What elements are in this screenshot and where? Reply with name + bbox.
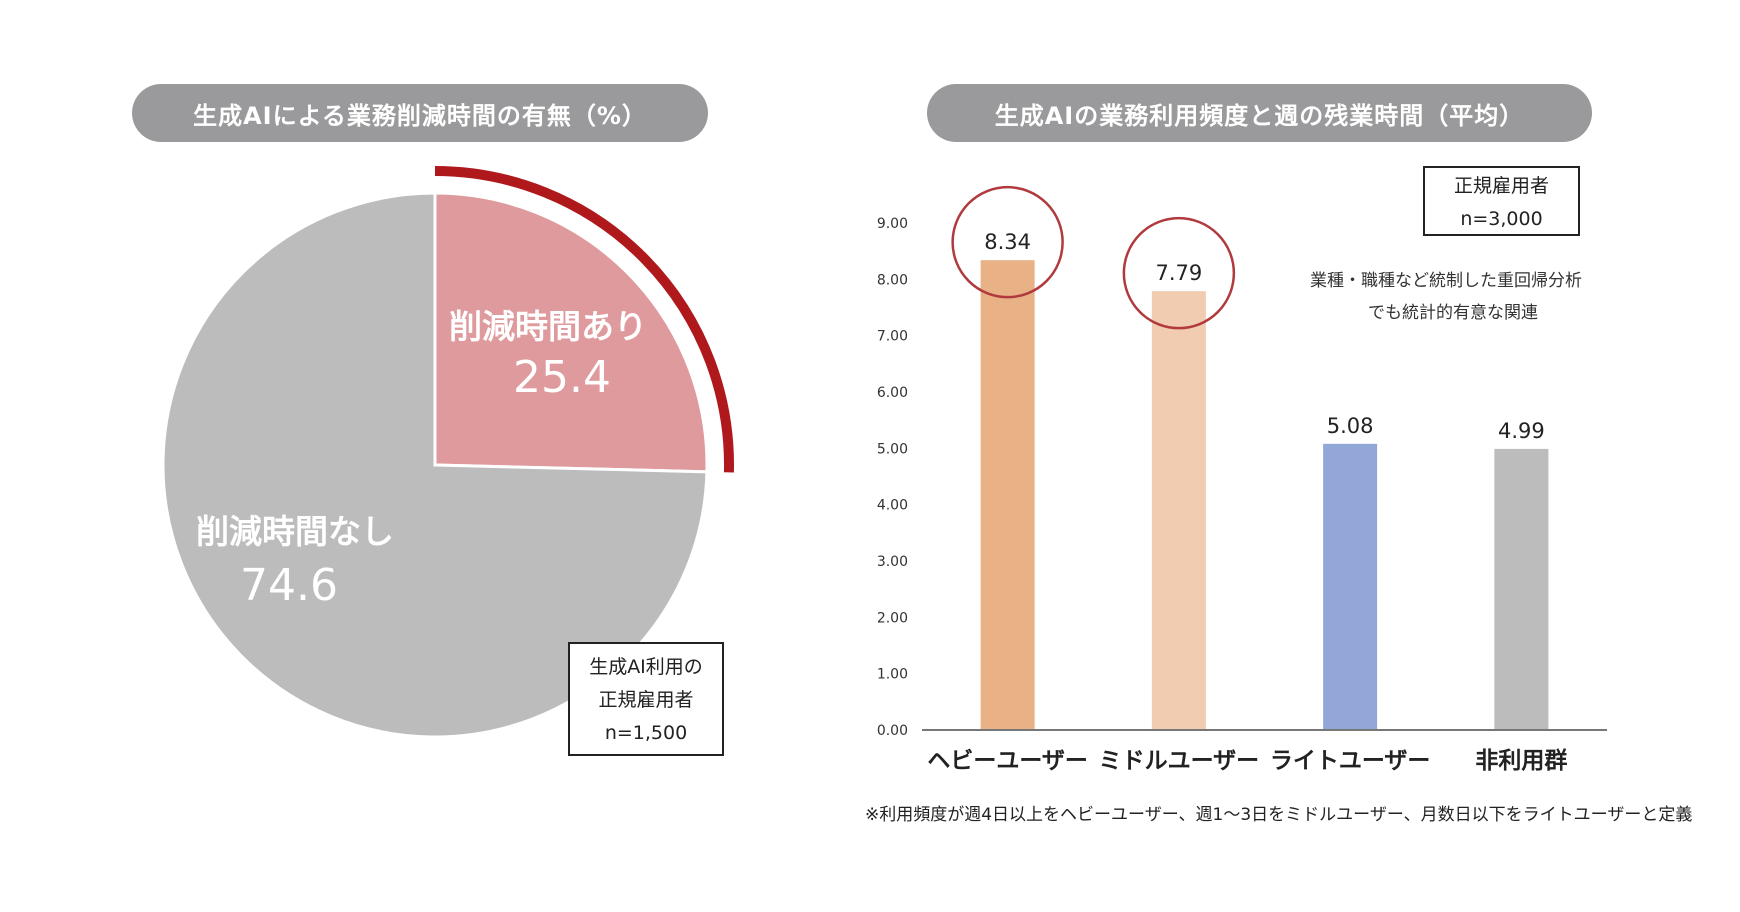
x-category-label: ミドルユーザー bbox=[1099, 748, 1260, 774]
right-chart-title: 生成AIの業務利用頻度と週の残業時間（平均） bbox=[927, 84, 1592, 142]
regression-note-line-2: でも統計的有意な関連 bbox=[1368, 303, 1538, 323]
footnote: ※利用頻度が週4日以上をヘビーユーザー、週1～3日をミドルユーザー、月数日以下を… bbox=[865, 805, 1693, 825]
bar-value-label: 8.34 bbox=[984, 230, 1031, 254]
left-sample-box: 生成AI利用の 正規雇用者 n=1,500 bbox=[568, 642, 724, 756]
left-box-line-3: n=1,500 bbox=[604, 722, 688, 744]
left-box-line-2: 正規雇用者 bbox=[598, 689, 694, 711]
pie-label-not-reduced: 削減時間なし bbox=[196, 512, 394, 551]
y-tick-label: 9.00 bbox=[877, 216, 908, 232]
highlight-arc bbox=[434, 166, 734, 473]
highlight-circle bbox=[951, 185, 1064, 299]
y-tick-label: 3.00 bbox=[877, 554, 908, 570]
right-sample-box: 正規雇用者 n=3,000 bbox=[1423, 166, 1580, 236]
x-category-label: ライトユーザー bbox=[1270, 748, 1431, 774]
right-box-line-2: n=3,000 bbox=[1460, 208, 1543, 230]
bar-value-label: 7.79 bbox=[1155, 261, 1202, 285]
bar bbox=[1323, 443, 1378, 730]
y-tick-label: 4.00 bbox=[877, 498, 908, 514]
y-tick-label: 0.00 bbox=[877, 723, 908, 739]
x-category-label: ヘビーユーザー bbox=[927, 748, 1088, 774]
pie-label-reduced: 削減時間あり bbox=[449, 307, 647, 346]
left-chart-title: 生成AIによる業務削減時間の有無（%） bbox=[132, 84, 708, 142]
highlight-circle bbox=[1122, 216, 1236, 330]
pie-value-not-reduced: 74.6 bbox=[240, 560, 338, 611]
bar-value-label: 4.99 bbox=[1498, 419, 1545, 443]
pie-slice-reduced bbox=[433, 191, 709, 474]
bar bbox=[980, 260, 1035, 730]
bar bbox=[1151, 291, 1206, 730]
pie-chart bbox=[161, 166, 734, 739]
x-category-label: 非利用群 bbox=[1475, 747, 1567, 774]
right-box-line-1: 正規雇用者 bbox=[1453, 175, 1549, 197]
y-tick-label: 1.00 bbox=[877, 667, 908, 683]
bar bbox=[1494, 448, 1549, 730]
bar-value-label: 5.08 bbox=[1327, 414, 1374, 438]
y-tick-label: 5.00 bbox=[877, 441, 908, 457]
y-tick-label: 2.00 bbox=[877, 610, 908, 626]
regression-note-line-1: 業種・職種など統制した重回帰分析 bbox=[1310, 271, 1582, 291]
bar-chart: 0.00 1.00 2.00 3.00 4.00 5.00 6.00 7.00 8.00 9.00… bbox=[877, 185, 1607, 774]
pie-value-reduced: 25.4 bbox=[513, 352, 611, 403]
left-box-line-1: 生成AI利用の bbox=[589, 656, 703, 678]
y-tick-label: 7.00 bbox=[877, 329, 908, 345]
y-tick-label: 8.00 bbox=[877, 272, 908, 288]
y-tick-label: 6.00 bbox=[877, 385, 908, 401]
